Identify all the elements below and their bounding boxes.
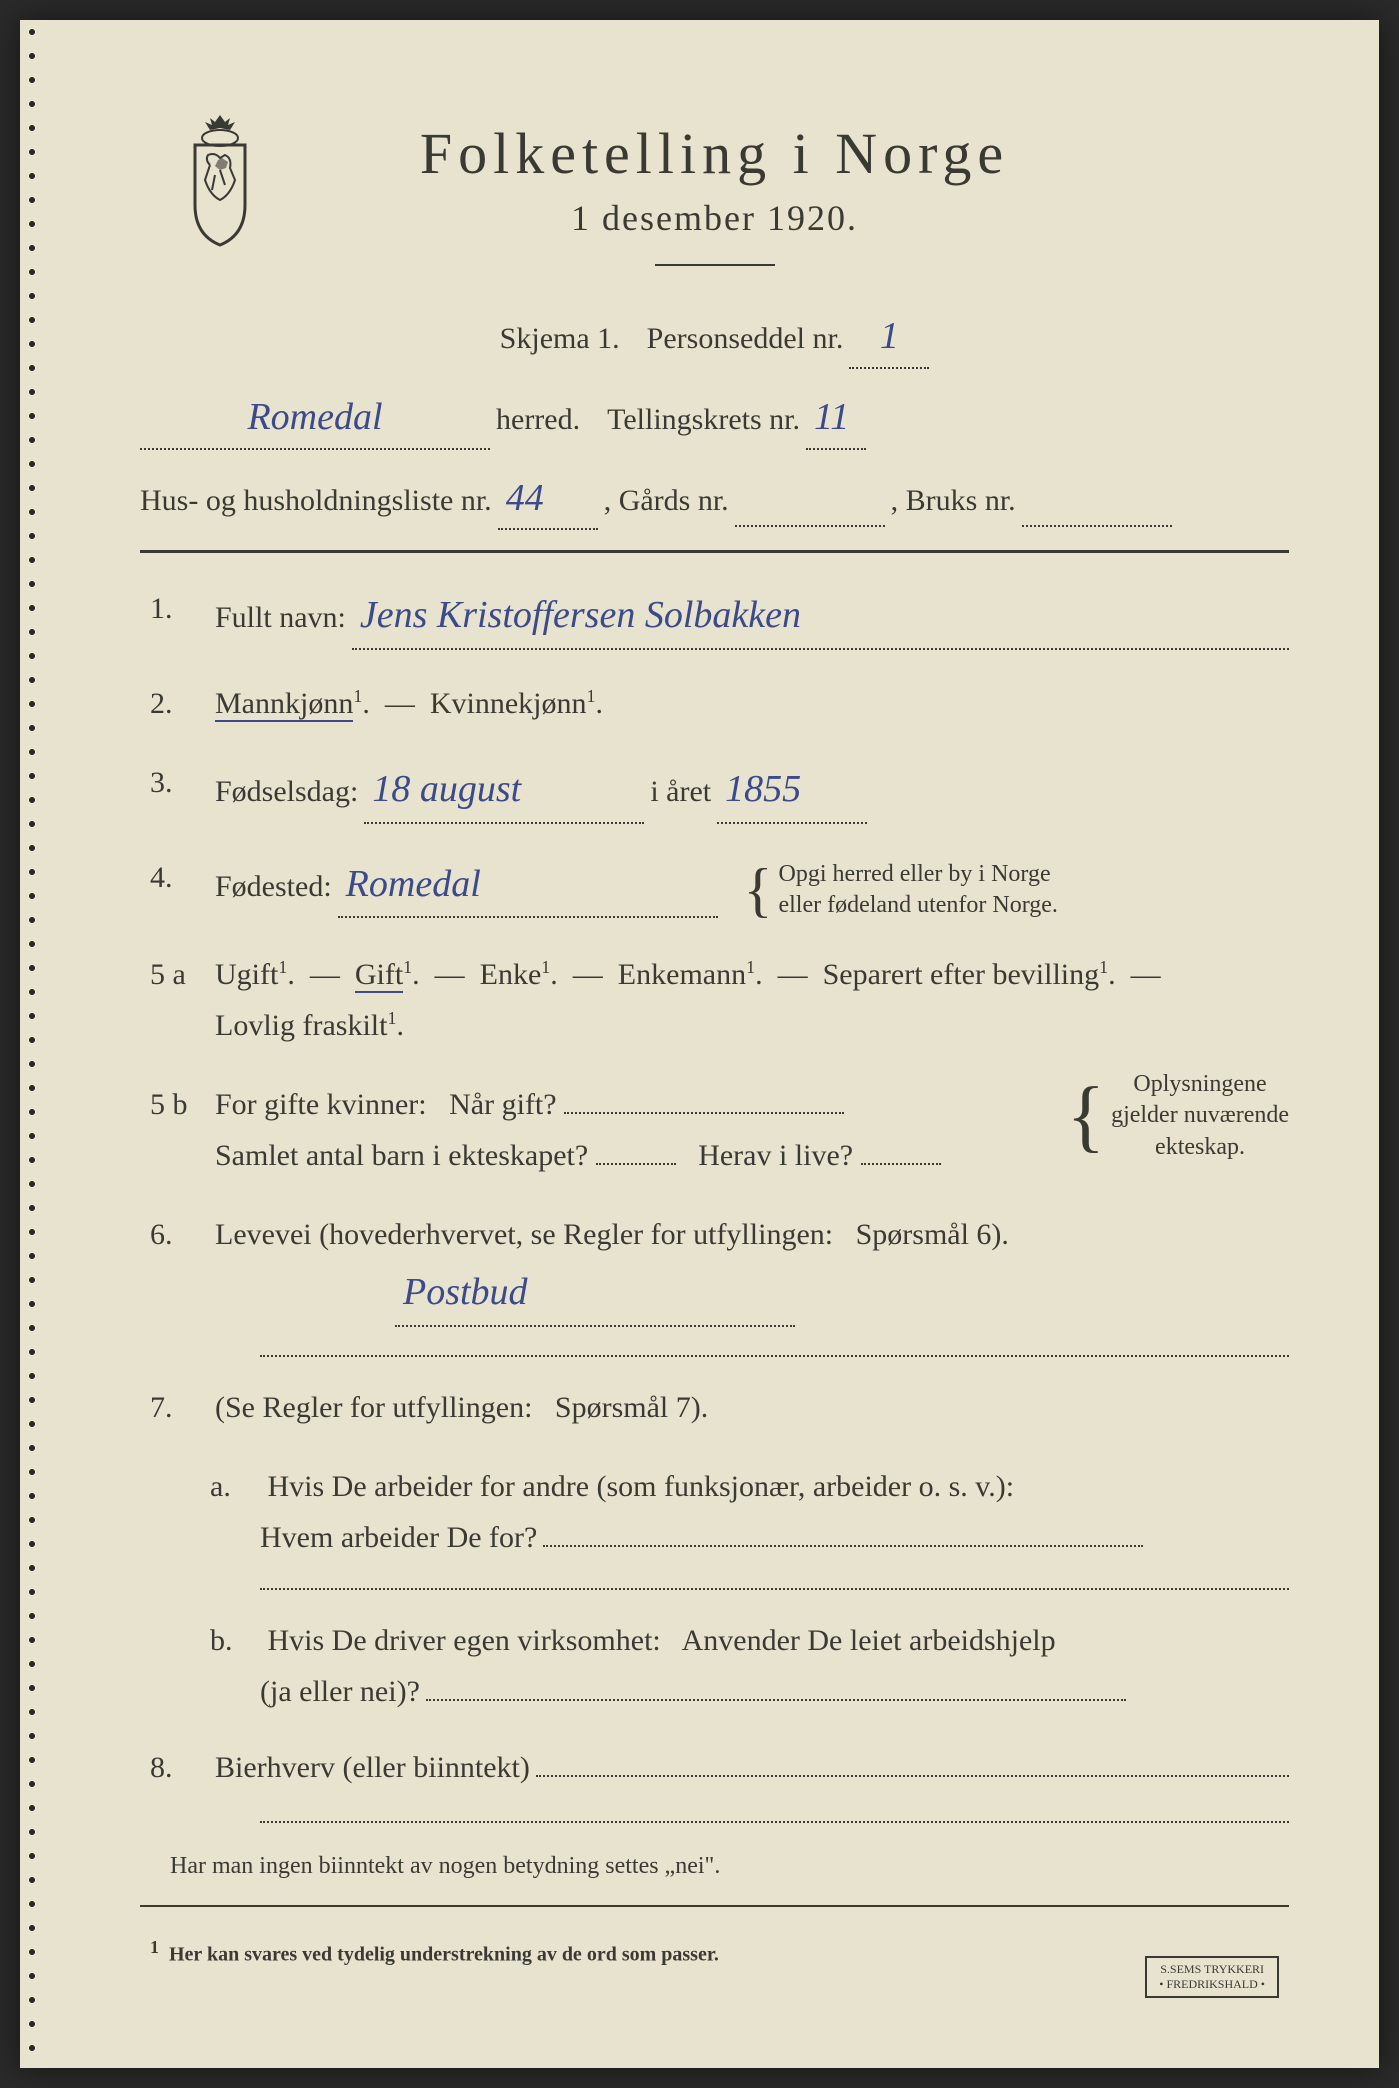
form-title: Folketelling i Norge [140,120,1289,187]
q4-num: 4. [150,852,215,922]
q7a-text1: Hvis De arbeider for andre (som funksjon… [268,1470,1015,1503]
q6-blank-line [260,1355,1289,1357]
header-divider [655,264,775,266]
q5a-enkemann: Enkemann [618,958,746,991]
footnote-num: 1 [150,1937,159,1957]
question-2: 2. Mannkjønn1. — Kvinnekjønn1. [140,678,1289,729]
q6-label: Levevei (hovederhvervet, se Regler for u… [215,1218,833,1251]
question-7: 7. (Se Regler for utfyllingen: Spørsmål … [140,1382,1289,1433]
bruks-label: , Bruks nr. [891,477,1016,525]
q3-day: 18 august [364,757,529,822]
q8-blank-line [260,1821,1289,1823]
q3-year: 1855 [717,757,809,822]
herred-value: Romedal [239,387,390,448]
question-7b: b. Hvis De driver egen virksomhet: Anven… [140,1615,1289,1717]
q4-note1: Opgi herred eller by i Norge [778,861,1050,887]
q1-label: Fullt navn: [215,592,346,643]
question-4: 4. Fødested: Romedal { Opgi herred eller… [140,852,1289,922]
form-header: Folketelling i Norge 1 desember 1920. [140,120,1289,266]
question-8: 8. Bierhverv (eller biinntekt) [140,1742,1289,1793]
tellingskrets-nr: 11 [806,387,857,448]
q5a-ugift: Ugift [215,958,278,991]
q2-num: 2. [150,678,215,729]
stamp-line1: S.SEMS TRYKKERI [1160,1962,1264,1976]
q3-label: Fødselsdag: [215,766,358,817]
q5b-barn: Samlet antal barn i ekteskapet? [215,1139,588,1172]
q6-value: Postbud [395,1260,536,1325]
footer-divider [140,1905,1289,1907]
personseddel-nr: 1 [872,306,907,367]
stamp-line2: • FREDRIKSHALD • [1159,1977,1265,1991]
q8-label: Bierhverv (eller biinntekt) [215,1742,530,1793]
q5a-num: 5 a [150,949,215,1051]
q7a-letter: a. [210,1461,260,1512]
q7b-text2: Anvender De leiet arbeidshjelp [682,1624,1056,1657]
question-5a: 5 a Ugift1. — Gift1. — Enke1. — Enkemann… [140,949,1289,1051]
gards-label: , Gårds nr. [604,477,729,525]
footer-note: Har man ingen biinntekt av nogen betydni… [140,1853,1289,1880]
q5b-note3: ekteskap. [1155,1134,1245,1160]
q5a-gift: Gift [355,958,403,993]
q7-label: (Se Regler for utfyllingen: [215,1391,532,1424]
herred-label: herred. [496,396,580,444]
perforation-edge [20,20,45,2068]
question-3: 3. Fødselsdag: 18 august i året 1855 [140,757,1289,824]
personseddel-label: Personseddel nr. [647,315,844,363]
q5a-enke: Enke [480,958,542,991]
question-6: 6. Levevei (hovederhvervet, se Regler fo… [140,1209,1289,1327]
q7b-text3: (ja eller nei)? [260,1666,420,1717]
q3-num: 3. [150,757,215,824]
question-1: 1. Fullt navn: Jens Kristoffersen Solbak… [140,583,1289,650]
q4-note2: eller fødeland utenfor Norge. [778,892,1057,918]
q5b-herav: Herav i live? [698,1139,853,1172]
q5b-note1: Oplysningene [1133,1071,1266,1097]
printer-stamp: S.SEMS TRYKKERI • FREDRIKSHALD • [1145,1956,1279,1998]
form-subtitle: 1 desember 1920. [140,197,1289,239]
q4-value: Romedal [338,852,489,917]
coat-of-arms-icon [170,110,270,250]
q7-ref: Spørsmål 7). [555,1391,708,1424]
q7b-letter: b. [210,1615,260,1666]
footnote-text: Her kan svares ved tydelig understreknin… [169,1944,719,1966]
skjema-line: Skjema 1. Personseddel nr. 1 [140,306,1289,369]
section-divider [140,550,1289,553]
question-7a: a. Hvis De arbeider for andre (som funks… [140,1461,1289,1563]
q7b-text1: Hvis De driver egen virksomhet: [268,1624,661,1657]
tellingskrets-label: Tellingskrets nr. [607,396,800,444]
census-form-page: Folketelling i Norge 1 desember 1920. Sk… [20,20,1379,2068]
q5b-note2: gjelder nuværende [1111,1102,1289,1128]
question-5b: 5 b { Oplysningene gjelder nuværende ekt… [140,1079,1289,1181]
q2-mann: Mannkjønn [215,687,353,722]
q7a-blank-line [260,1588,1289,1590]
q6-ref: Spørsmål 6). [856,1218,1009,1251]
footnote: 1 Her kan svares ved tydelig understrekn… [140,1937,1289,1967]
q4-label: Fødested: [215,861,332,912]
hus-line: Hus- og husholdningsliste nr. 44 , Gårds… [140,468,1289,531]
q6-num: 6. [150,1209,215,1327]
q5b-label: For gifte kvinner: [215,1088,427,1121]
q1-value: Jens Kristoffersen Solbakken [352,583,809,648]
q5a-separert: Separert efter bevilling [823,958,1100,991]
q2-kvinne: Kvinnekjønn [430,687,587,720]
q3-year-label: i året [650,766,711,817]
q7-num: 7. [150,1382,215,1433]
herred-line: Romedal herred. Tellingskrets nr. 11 [140,387,1289,450]
skjema-label: Skjema 1. [500,315,620,363]
q5a-fraskilt: Lovlig fraskilt [215,1009,387,1042]
q5b-num: 5 b [150,1079,215,1181]
q8-num: 8. [150,1742,215,1793]
hus-nr: 44 [498,468,552,529]
q1-num: 1. [150,583,215,650]
hus-label: Hus- og husholdningsliste nr. [140,477,492,525]
q5b-naar: Når gift? [449,1088,556,1121]
q7a-text2: Hvem arbeider De for? [260,1512,537,1563]
